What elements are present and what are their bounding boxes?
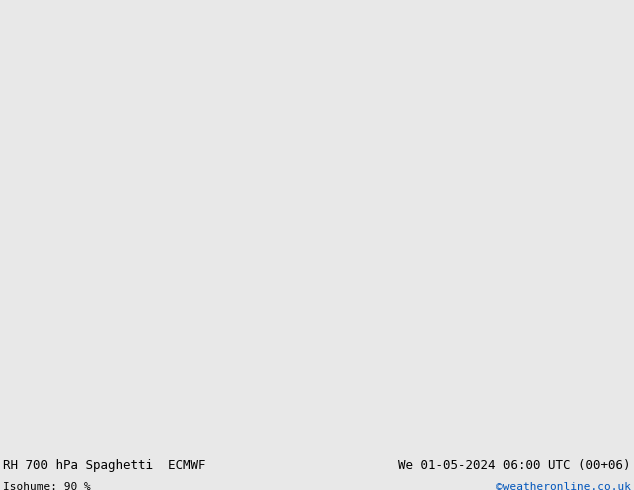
Text: ©weatheronline.co.uk: ©weatheronline.co.uk xyxy=(496,482,631,490)
Text: We 01-05-2024 06:00 UTC (00+06): We 01-05-2024 06:00 UTC (00+06) xyxy=(398,459,631,472)
Text: RH 700 hPa Spaghetti  ECMWF: RH 700 hPa Spaghetti ECMWF xyxy=(3,459,205,472)
Text: Isohume: 90 %: Isohume: 90 % xyxy=(3,482,91,490)
